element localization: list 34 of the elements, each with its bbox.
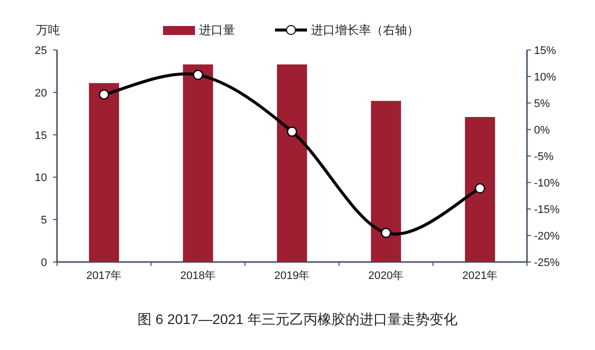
x-tick-label: 2019年 [274,270,310,282]
y2-tick-label: -10% [534,178,560,190]
y2-tick-label: -25% [534,257,560,269]
x-tick-label: 2020年 [368,270,404,282]
y-tick-label: 20 [34,87,47,100]
bar [182,64,214,262]
point [380,228,392,238]
y2-tick-label: 0% [534,124,550,136]
x-tick-label: 2018年 [180,270,216,282]
bar [88,83,120,262]
y2-tick-label: -20% [534,230,560,242]
y2-tick-label: 5% [534,98,550,110]
bar [276,64,308,262]
y-tick-label: 5 [40,214,47,227]
y-tick-label: 15 [34,130,47,142]
y-tick-label: 10 [34,172,47,184]
y-tick-label: 25 [34,45,47,57]
point [474,183,486,194]
y2-tick-label: -15% [534,204,560,216]
y-axis-title: 万吨 [36,23,60,37]
bar [464,116,496,262]
bar [370,100,402,262]
point [98,89,110,100]
y-tick-label: 0 [40,257,47,269]
y2-tick-label: 10% [534,72,556,84]
point [286,126,298,137]
y2-tick-label: 15% [534,45,556,57]
x-tick-label: 2021年 [462,270,498,282]
x-tick-label: 2017年 [86,270,122,282]
y2-tick-label: -5% [534,151,554,163]
legend-label: 进口量 [199,23,235,37]
legend-label: 进口增长率（右轴） [311,23,419,37]
point [192,70,204,80]
caption: 图 6 2017—2021 年三元乙丙橡胶的进口量走势变化 [138,311,458,327]
